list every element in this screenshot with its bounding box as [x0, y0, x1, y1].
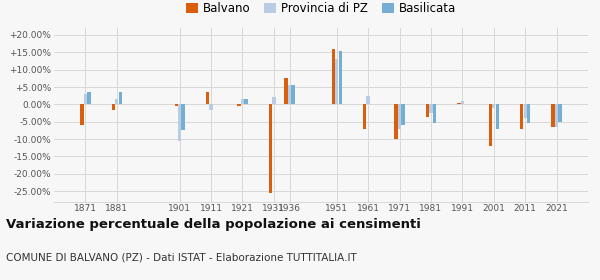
Bar: [496, 104, 499, 129]
Bar: [206, 92, 209, 104]
Bar: [433, 104, 436, 123]
Bar: [119, 92, 122, 104]
Bar: [181, 104, 185, 130]
Bar: [398, 104, 401, 129]
Bar: [178, 104, 181, 141]
Legend: Balvano, Provincia di PZ, Basilicata: Balvano, Provincia di PZ, Basilicata: [186, 2, 456, 15]
Bar: [292, 85, 295, 104]
Bar: [520, 104, 523, 129]
Bar: [429, 104, 433, 113]
Bar: [551, 104, 555, 127]
Bar: [269, 104, 272, 193]
Bar: [488, 104, 492, 146]
Bar: [238, 104, 241, 106]
Bar: [288, 85, 291, 104]
Bar: [84, 94, 87, 104]
Bar: [559, 104, 562, 122]
Bar: [80, 104, 83, 125]
Bar: [272, 97, 275, 104]
Bar: [115, 99, 118, 104]
Text: Variazione percentuale della popolazione ai censimenti: Variazione percentuale della popolazione…: [6, 218, 421, 231]
Bar: [175, 104, 178, 106]
Bar: [209, 104, 213, 109]
Bar: [241, 99, 244, 104]
Bar: [367, 96, 370, 104]
Bar: [461, 101, 464, 104]
Bar: [284, 78, 288, 104]
Bar: [394, 104, 398, 139]
Bar: [492, 104, 496, 108]
Bar: [401, 104, 404, 125]
Bar: [338, 51, 342, 104]
Bar: [244, 99, 248, 104]
Bar: [87, 92, 91, 104]
Bar: [335, 59, 338, 104]
Bar: [112, 104, 115, 109]
Bar: [363, 104, 367, 129]
Bar: [555, 104, 558, 127]
Bar: [426, 104, 429, 116]
Bar: [332, 49, 335, 104]
Bar: [524, 104, 527, 118]
Bar: [527, 104, 530, 123]
Bar: [457, 103, 461, 104]
Text: COMUNE DI BALVANO (PZ) - Dati ISTAT - Elaborazione TUTTITALIA.IT: COMUNE DI BALVANO (PZ) - Dati ISTAT - El…: [6, 252, 357, 262]
